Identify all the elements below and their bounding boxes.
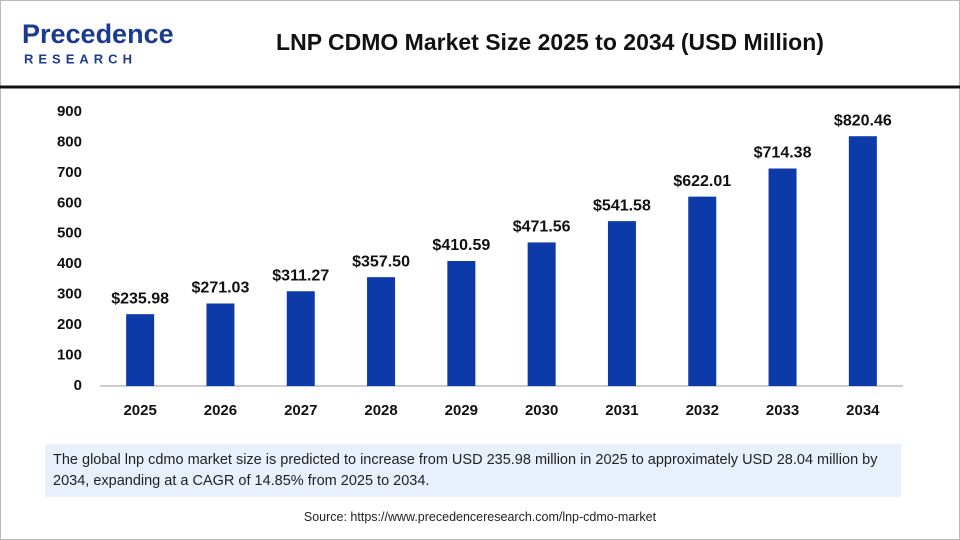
x-tick-label: 2026 <box>204 402 237 419</box>
y-tick-label: 300 <box>57 286 82 303</box>
x-tick-label: 2032 <box>686 402 719 419</box>
x-tick-label: 2031 <box>605 402 638 419</box>
x-tick-label: 2027 <box>284 402 317 419</box>
value-label: $271.03 <box>192 280 250 297</box>
x-tick-label: 2028 <box>364 402 397 419</box>
y-tick-label: 100 <box>57 347 82 364</box>
x-tick-label: 2030 <box>525 402 558 419</box>
y-tick-label: 700 <box>57 164 82 181</box>
logo-name: Precedence <box>22 19 174 49</box>
x-tick-label: 2029 <box>445 402 478 419</box>
value-label: $820.46 <box>834 112 892 129</box>
value-label: $235.98 <box>111 290 169 307</box>
bar <box>848 136 877 386</box>
source: Source: https://www.precedenceresearch.c… <box>303 510 657 524</box>
bar <box>367 277 396 386</box>
y-tick-label: 800 <box>57 133 82 150</box>
x-tick-label: 2025 <box>123 402 156 419</box>
y-tick-label: 900 <box>57 103 82 120</box>
bar <box>126 314 155 386</box>
y-tick-label: 400 <box>57 255 82 272</box>
value-label: $541.58 <box>593 197 651 214</box>
y-tick-label: 0 <box>74 377 82 394</box>
logo-tagline: RESEARCH <box>24 51 137 66</box>
bar <box>447 260 476 386</box>
x-tick-label: 2033 <box>766 402 799 419</box>
chart-title: LNP CDMO Market Size 2025 to 2034 (USD M… <box>276 29 824 55</box>
y-tick-label: 500 <box>57 225 82 242</box>
bar <box>527 242 556 386</box>
value-label: $311.27 <box>272 267 329 284</box>
bar <box>206 303 235 386</box>
value-label: $714.38 <box>754 145 812 162</box>
y-tick-label: 600 <box>57 194 82 211</box>
value-label: $471.56 <box>513 219 571 236</box>
bar <box>286 291 315 386</box>
bar <box>607 221 636 386</box>
value-label: $622.01 <box>673 173 731 190</box>
bar <box>688 196 717 386</box>
caption: The global lnp cdmo market size is predi… <box>45 444 901 497</box>
y-tick-label: 200 <box>57 316 82 333</box>
value-label: $410.59 <box>432 237 490 254</box>
value-label: $357.50 <box>352 253 410 270</box>
bar <box>768 168 797 386</box>
x-tick-label: 2034 <box>846 402 880 419</box>
